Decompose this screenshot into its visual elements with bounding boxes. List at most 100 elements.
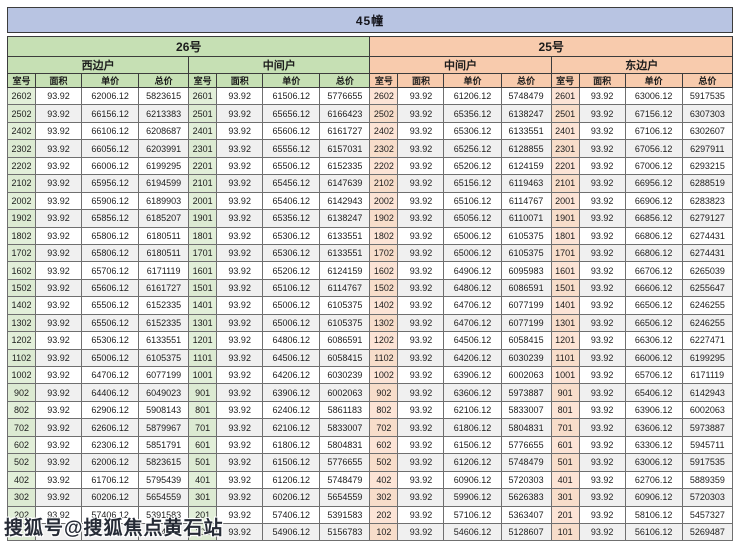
total-price-cell: 6058415 bbox=[319, 348, 371, 368]
column-header-unit-price: 单价 bbox=[262, 73, 321, 88]
area-cell: 93.92 bbox=[397, 331, 445, 350]
area-cell: 93.92 bbox=[35, 418, 83, 437]
price-table: 26号 25号 西边户 中间户 中间户 东边户 室号 面积 单价 总价 室号 面积 单价 总价 室号 面积 单价… bbox=[6, 36, 734, 542]
total-price-cell: 5973887 bbox=[500, 383, 552, 402]
total-price-cell: 6255647 bbox=[681, 278, 734, 298]
unit-price-cell: 61706.12 bbox=[81, 470, 140, 490]
area-cell: 93.92 bbox=[578, 418, 626, 437]
unit-price-cell: 66106.12 bbox=[81, 121, 140, 141]
room-cell: 1602 bbox=[6, 261, 37, 280]
room-cell: 2402 bbox=[369, 121, 399, 141]
table-head: 26号 25号 西边户 中间户 中间户 东边户 室号 面积 单价 总价 室号 面积 单价 总价 室号 面积 单价… bbox=[6, 36, 734, 88]
total-price-cell: 6058415 bbox=[500, 331, 552, 350]
room-cell: 1002 bbox=[369, 365, 399, 385]
total-price-cell: 6077199 bbox=[500, 313, 552, 333]
table-row: 1902 93.92 65856.12 6185207 1901 93.92 65356.1… bbox=[6, 209, 734, 228]
area-cell: 93.92 bbox=[35, 505, 83, 524]
room-cell: 1902 bbox=[369, 209, 399, 228]
total-price-cell: 6114767 bbox=[319, 278, 371, 298]
unit-type-header: 中间户 bbox=[369, 56, 552, 74]
area-cell: 93.92 bbox=[578, 505, 626, 524]
unit-price-cell: 65006.12 bbox=[81, 348, 140, 368]
table-row: 1502 93.92 65606.12 6161727 1501 93.92 65106.1… bbox=[6, 278, 734, 298]
total-price-cell: 5748479 bbox=[319, 470, 371, 490]
area-cell: 93.92 bbox=[216, 86, 264, 106]
total-price-cell: 6213383 bbox=[138, 104, 190, 123]
total-price-cell: 5973887 bbox=[681, 418, 734, 437]
unit-price-cell: 65506.12 bbox=[81, 296, 140, 315]
area-cell: 93.92 bbox=[397, 470, 445, 490]
room-cell: 2102 bbox=[6, 174, 37, 193]
unit-price-cell: 65306.12 bbox=[81, 331, 140, 350]
unit-price-cell: 62106.12 bbox=[262, 418, 321, 437]
unit-price-cell: 64406.12 bbox=[81, 383, 140, 402]
area-cell: 93.92 bbox=[35, 121, 83, 141]
room-cell: 1102 bbox=[369, 348, 399, 368]
room-cell: 1401 bbox=[550, 296, 580, 315]
unit-type-header: 西边户 bbox=[6, 56, 190, 74]
total-price-cell: 5833007 bbox=[319, 418, 371, 437]
total-price-cell: 6194599 bbox=[138, 174, 190, 193]
area-cell: 93.92 bbox=[578, 121, 626, 141]
room-cell: 2602 bbox=[369, 86, 399, 106]
room-cell: 2502 bbox=[369, 104, 399, 123]
unit-price-cell: 64206.12 bbox=[443, 348, 502, 368]
unit-price-cell: 65556.12 bbox=[262, 139, 321, 158]
area-cell: 93.92 bbox=[216, 470, 264, 490]
table-row: 1202 93.92 65306.12 6133551 1201 93.92 64806.1… bbox=[6, 331, 734, 350]
total-price-cell: 6199295 bbox=[681, 348, 734, 368]
total-price-cell: 6002063 bbox=[681, 400, 734, 420]
unit-price-cell: 66806.12 bbox=[624, 243, 683, 263]
area-cell: 93.92 bbox=[397, 209, 445, 228]
area-cell: 93.92 bbox=[578, 174, 626, 193]
table-row: 1702 93.92 65806.12 6180511 1701 93.92 65306.1… bbox=[6, 243, 734, 263]
total-price-cell: 5889359 bbox=[681, 470, 734, 490]
total-price-cell: 5833007 bbox=[500, 400, 552, 420]
area-cell: 93.92 bbox=[216, 261, 264, 280]
area-cell: 93.92 bbox=[578, 86, 626, 106]
unit-price-cell: 64706.12 bbox=[443, 296, 502, 315]
unit-price-cell: 61206.12 bbox=[443, 86, 502, 106]
room-cell: 2401 bbox=[188, 121, 218, 141]
total-price-cell: 6133551 bbox=[138, 331, 190, 350]
unit-price-cell: 65706.12 bbox=[624, 365, 683, 385]
total-price-cell: 6161727 bbox=[319, 121, 371, 141]
area-cell: 93.92 bbox=[397, 86, 445, 106]
table-row: 1802 93.92 65806.12 6180511 1801 93.92 65306.1… bbox=[6, 226, 734, 245]
unit-price-cell: 65106.12 bbox=[262, 278, 321, 298]
room-cell: 1401 bbox=[188, 296, 218, 315]
room-cell: 1001 bbox=[188, 365, 218, 385]
room-cell: 1901 bbox=[550, 209, 580, 228]
area-cell: 93.92 bbox=[216, 522, 264, 542]
room-cell: 801 bbox=[550, 400, 580, 420]
room-cell: 2201 bbox=[188, 156, 218, 176]
column-header-room: 室号 bbox=[188, 73, 218, 88]
table-row: 402 93.92 61706.12 5795439 401 93.92 61206.12 5… bbox=[6, 470, 734, 490]
unit-type-header: 中间户 bbox=[188, 56, 371, 74]
unit-price-cell: 65406.12 bbox=[624, 383, 683, 402]
room-cell: 1202 bbox=[6, 331, 37, 350]
unit-price-cell: 64506.12 bbox=[443, 331, 502, 350]
room-cell: 1402 bbox=[369, 296, 399, 315]
total-price-cell: 6124159 bbox=[319, 261, 371, 280]
total-price-cell: 6208687 bbox=[138, 121, 190, 141]
total-price-cell: 6297911 bbox=[681, 139, 734, 158]
area-cell: 93.92 bbox=[397, 435, 445, 455]
total-price-cell: 5804831 bbox=[500, 418, 552, 437]
area-cell: 93.92 bbox=[216, 453, 264, 472]
area-cell: 93.92 bbox=[35, 348, 83, 368]
unit-price-cell: 63006.12 bbox=[624, 86, 683, 106]
room-cell: 2002 bbox=[6, 191, 37, 211]
total-price-cell: 6171119 bbox=[681, 365, 734, 385]
unit-price-cell: 65006.12 bbox=[443, 226, 502, 245]
total-price-cell: 6086591 bbox=[319, 331, 371, 350]
total-price-cell: 5917535 bbox=[681, 86, 734, 106]
total-price-cell: 6086591 bbox=[500, 278, 552, 298]
total-price-cell: 6157031 bbox=[319, 139, 371, 158]
room-cell: 102 bbox=[369, 522, 399, 542]
unit-price-cell: 62006.12 bbox=[81, 86, 140, 106]
column-header-unit-price: 单价 bbox=[81, 73, 140, 88]
unit-price-cell: 65856.12 bbox=[81, 209, 140, 228]
total-price-cell: 5363407 bbox=[500, 505, 552, 524]
total-price-cell: 6030239 bbox=[319, 365, 371, 385]
